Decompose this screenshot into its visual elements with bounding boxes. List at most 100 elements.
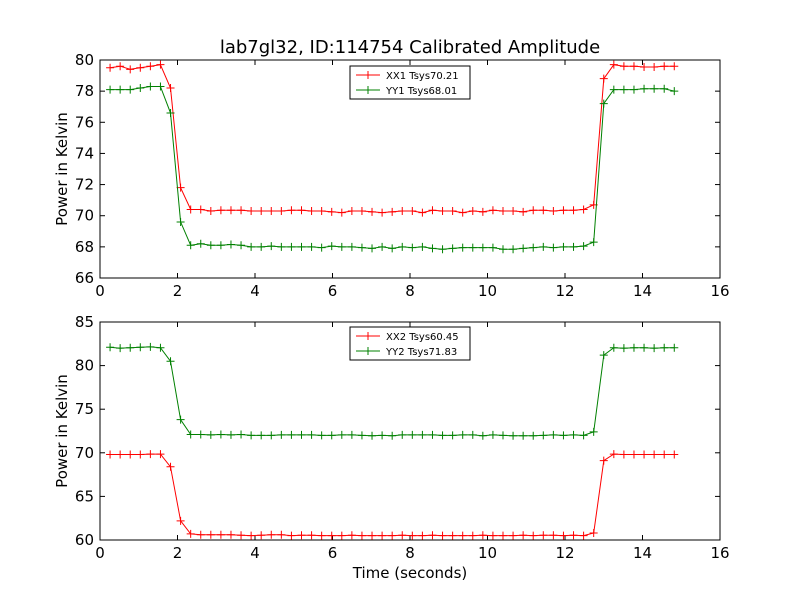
data-point-marker bbox=[116, 85, 125, 94]
data-point-marker bbox=[317, 243, 326, 252]
data-point-marker bbox=[166, 84, 175, 93]
data-point-marker bbox=[559, 431, 568, 440]
data-point-marker bbox=[418, 430, 427, 439]
data-point-marker bbox=[549, 430, 558, 439]
data-point-marker bbox=[368, 431, 377, 440]
data-point-marker bbox=[126, 450, 135, 459]
data-point-marker bbox=[408, 207, 417, 216]
data-point-marker bbox=[398, 207, 407, 216]
data-point-marker bbox=[549, 207, 558, 216]
data-point-marker bbox=[478, 243, 487, 252]
data-point-marker bbox=[186, 241, 195, 250]
data-point-marker bbox=[146, 62, 155, 71]
data-point-marker bbox=[619, 450, 628, 459]
data-point-marker bbox=[216, 241, 225, 250]
data-point-marker bbox=[206, 241, 215, 250]
data-point-marker bbox=[146, 82, 155, 91]
y-tick-label: 76 bbox=[75, 113, 94, 131]
data-point-marker bbox=[388, 431, 397, 440]
data-point-marker bbox=[619, 85, 628, 94]
data-point-marker bbox=[468, 207, 477, 216]
x-tick-label: 12 bbox=[555, 282, 574, 300]
data-point-marker bbox=[347, 242, 356, 251]
data-point-marker bbox=[357, 207, 366, 216]
data-point-marker bbox=[357, 531, 366, 540]
data-point-marker bbox=[357, 243, 366, 252]
data-point-marker bbox=[509, 431, 518, 440]
x-tick-label: 8 bbox=[405, 282, 415, 300]
data-point-marker bbox=[206, 530, 215, 539]
data-point-marker bbox=[307, 242, 316, 251]
data-point-marker bbox=[539, 242, 548, 251]
data-point-marker bbox=[529, 206, 538, 215]
data-point-marker bbox=[226, 206, 235, 215]
data-point-marker bbox=[166, 357, 175, 366]
data-point-marker bbox=[176, 183, 185, 192]
data-point-marker bbox=[368, 244, 377, 253]
data-point-marker bbox=[297, 206, 306, 215]
data-point-marker bbox=[327, 531, 336, 540]
data-point-marker bbox=[378, 431, 387, 440]
data-point-marker bbox=[438, 431, 447, 440]
legend-marker bbox=[364, 347, 372, 355]
data-point-marker bbox=[599, 351, 608, 360]
data-point-marker bbox=[438, 207, 447, 216]
data-point-marker bbox=[226, 240, 235, 249]
data-point-marker bbox=[237, 206, 246, 215]
data-point-marker bbox=[559, 242, 568, 251]
data-point-marker bbox=[176, 516, 185, 525]
x-tick-label: 6 bbox=[328, 282, 338, 300]
data-point-marker bbox=[398, 531, 407, 540]
data-point-marker bbox=[660, 84, 669, 93]
data-point-marker bbox=[579, 242, 588, 251]
data-point-marker bbox=[629, 450, 638, 459]
data-point-marker bbox=[609, 85, 618, 94]
y-tick-label: 60 bbox=[75, 531, 94, 549]
data-point-marker bbox=[136, 84, 145, 93]
data-point-marker bbox=[126, 65, 135, 74]
data-point-marker bbox=[186, 529, 195, 538]
data-point-marker bbox=[287, 531, 296, 540]
data-point-marker bbox=[448, 244, 457, 253]
data-point-marker bbox=[106, 450, 115, 459]
data-point-marker bbox=[206, 207, 215, 216]
x-tick-label: 14 bbox=[633, 282, 652, 300]
data-point-marker bbox=[106, 63, 115, 72]
data-point-marker bbox=[388, 531, 397, 540]
data-point-marker bbox=[569, 430, 578, 439]
data-point-marker bbox=[468, 430, 477, 439]
data-point-marker bbox=[650, 84, 659, 93]
data-point-marker bbox=[378, 531, 387, 540]
y-tick-label: 66 bbox=[75, 269, 94, 287]
data-point-marker bbox=[327, 431, 336, 440]
data-point-marker bbox=[337, 242, 346, 251]
x-tick-label: 6 bbox=[328, 544, 338, 562]
data-point-marker bbox=[237, 531, 246, 540]
data-point-marker bbox=[458, 243, 467, 252]
data-point-marker bbox=[347, 430, 356, 439]
data-point-marker bbox=[277, 207, 286, 216]
x-tick-label: 2 bbox=[173, 544, 183, 562]
data-point-marker bbox=[599, 456, 608, 465]
data-point-marker bbox=[579, 205, 588, 214]
data-point-marker bbox=[529, 431, 538, 440]
y-tick-label: 68 bbox=[75, 238, 94, 256]
data-point-marker bbox=[307, 531, 316, 540]
y-tick-label: 65 bbox=[75, 487, 94, 505]
data-point-marker bbox=[619, 62, 628, 71]
data-point-marker bbox=[106, 343, 115, 352]
data-point-marker bbox=[378, 242, 387, 251]
data-point-marker bbox=[448, 531, 457, 540]
data-point-marker bbox=[388, 244, 397, 253]
data-point-marker bbox=[539, 206, 548, 215]
data-point-marker bbox=[337, 430, 346, 439]
data-point-marker bbox=[519, 531, 528, 540]
legend-label: XX2 Tsys60.45 bbox=[386, 332, 459, 343]
data-point-marker bbox=[176, 415, 185, 424]
data-point-marker bbox=[529, 243, 538, 252]
data-point-marker bbox=[569, 206, 578, 215]
data-point-marker bbox=[589, 427, 598, 436]
data-point-marker bbox=[398, 242, 407, 251]
data-point-marker bbox=[458, 531, 467, 540]
